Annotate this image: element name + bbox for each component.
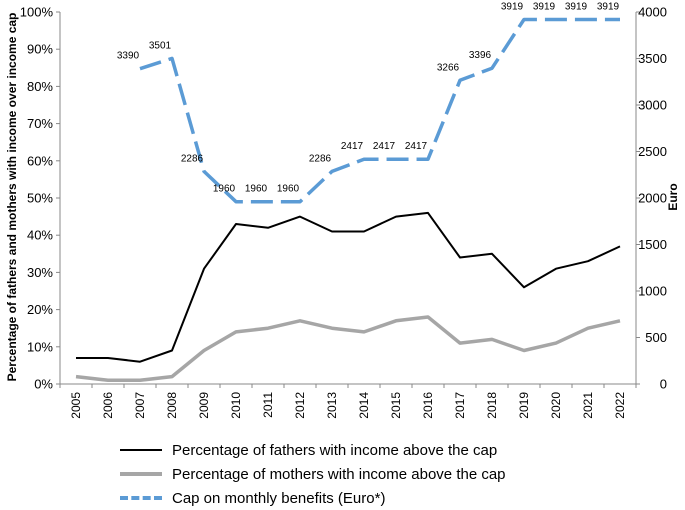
series — [76, 20, 620, 381]
legend-label-mothers: Percentage of mothers with income above … — [172, 466, 506, 483]
y2-tick-label: 500 — [645, 330, 667, 345]
legend-label-fathers: Percentage of fathers with income above … — [172, 442, 497, 459]
data-label: 3919 — [565, 2, 588, 13]
y2-tick-label: 1500 — [638, 237, 667, 252]
y2-axis-label: Euro — [666, 183, 680, 210]
y2-tick-label: 4000 — [638, 5, 667, 20]
data-labels: 3390 3501 2286 1960 1960 1960 2286 2417 2417 2417… — [117, 2, 620, 195]
legend-label-cap: Cap on monthly benefits (Euro*) — [172, 490, 385, 507]
y2-tick-label: 3000 — [638, 98, 667, 113]
x-tick-label: 2021 — [581, 392, 595, 419]
y-tick-label: 30% — [27, 265, 53, 280]
series-line-2 — [140, 20, 620, 202]
y2-tick-label: 2000 — [638, 191, 667, 206]
y2-tick-label: 2500 — [638, 144, 667, 159]
ticks: 0% 10% 20% 30% 40% 50% 60% 70% 80% 90% 100% 0 500 100… — [20, 5, 667, 419]
x-tick-label: 2010 — [229, 392, 243, 419]
data-label: 2286 — [309, 153, 332, 164]
y-axis-label: Percentage of fathers and mothers with i… — [5, 13, 19, 382]
y-tick-label: 10% — [27, 339, 53, 354]
y-tick-label: 60% — [27, 153, 53, 168]
data-label: 1960 — [277, 184, 300, 195]
legend-item-fathers: Percentage of fathers with income above … — [120, 438, 506, 462]
x-tick-label: 2018 — [485, 392, 499, 419]
x-tick-label: 2022 — [613, 392, 627, 419]
x-tick-label: 2013 — [325, 392, 339, 419]
x-tick-label: 2017 — [453, 392, 467, 419]
y-tick-label: 100% — [20, 5, 54, 20]
series-line-0 — [76, 213, 620, 362]
y2-tick-label: 0 — [660, 377, 667, 392]
data-label: 2417 — [341, 141, 364, 152]
x-tick-label: 2015 — [389, 392, 403, 419]
legend-swatch-mothers — [120, 472, 162, 476]
data-label: 3501 — [149, 40, 172, 51]
x-tick-label: 2019 — [517, 392, 531, 419]
x-tick-label: 2007 — [133, 392, 147, 419]
y-tick-label: 70% — [27, 116, 53, 131]
data-label: 3390 — [117, 51, 140, 62]
legend-swatch-cap — [120, 496, 162, 500]
data-label: 2417 — [373, 141, 396, 152]
data-label: 3919 — [533, 2, 556, 13]
data-label: 3396 — [469, 50, 492, 61]
data-label: 3919 — [501, 2, 524, 13]
legend-item-mothers: Percentage of mothers with income above … — [120, 462, 506, 486]
x-tick-label: 2016 — [421, 392, 435, 419]
y-tick-label: 90% — [27, 42, 53, 57]
x-tick-label: 2020 — [549, 392, 563, 419]
x-tick-label: 2006 — [101, 392, 115, 419]
x-tick-label: 2008 — [165, 392, 179, 419]
legend-swatch-fathers — [120, 449, 162, 451]
series-line-1 — [76, 317, 620, 380]
x-tick-label: 2005 — [69, 392, 83, 419]
y-tick-label: 80% — [27, 79, 53, 94]
data-label: 1960 — [245, 184, 268, 195]
y2-tick-label: 3500 — [638, 51, 667, 66]
data-label: 3266 — [437, 62, 460, 73]
legend: Percentage of fathers with income above … — [120, 438, 506, 510]
y-tick-label: 50% — [27, 191, 53, 206]
x-tick-label: 2009 — [197, 392, 211, 419]
data-label: 2417 — [405, 141, 428, 152]
x-tick-label: 2014 — [357, 392, 371, 419]
data-label: 2286 — [181, 153, 204, 164]
x-tick-label: 2012 — [293, 392, 307, 419]
data-label: 1960 — [213, 184, 236, 195]
y-tick-label: 0% — [34, 377, 53, 392]
y-tick-label: 40% — [27, 228, 53, 243]
y-tick-label: 20% — [27, 302, 53, 317]
data-label: 3919 — [597, 2, 620, 13]
x-tick-label: 2011 — [261, 392, 275, 418]
y2-tick-label: 1000 — [638, 284, 667, 299]
legend-item-cap: Cap on monthly benefits (Euro*) — [120, 486, 506, 510]
